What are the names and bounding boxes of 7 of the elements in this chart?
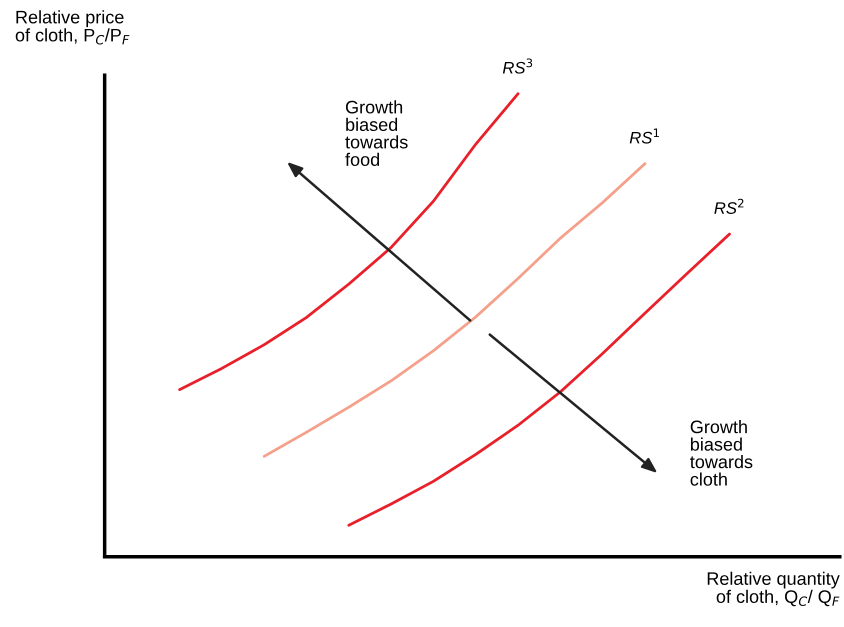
- annotation: Growth biased towards food: [345, 100, 408, 166]
- x-axis-title: Relative quantity of cloth, Q$_{C}$/ Q$_{F}$: [708, 572, 840, 606]
- annotation: Growth biased towards cloth: [690, 420, 752, 486]
- y-axis-title: Relative price of cloth, P$_{C}$/P$_{F}$: [16, 10, 130, 45]
- series-label: RS$^{1}$: [630, 128, 659, 144]
- series-label: RS$^{3}$: [502, 58, 532, 74]
- series-label: RS$^{2}$: [714, 198, 744, 214]
